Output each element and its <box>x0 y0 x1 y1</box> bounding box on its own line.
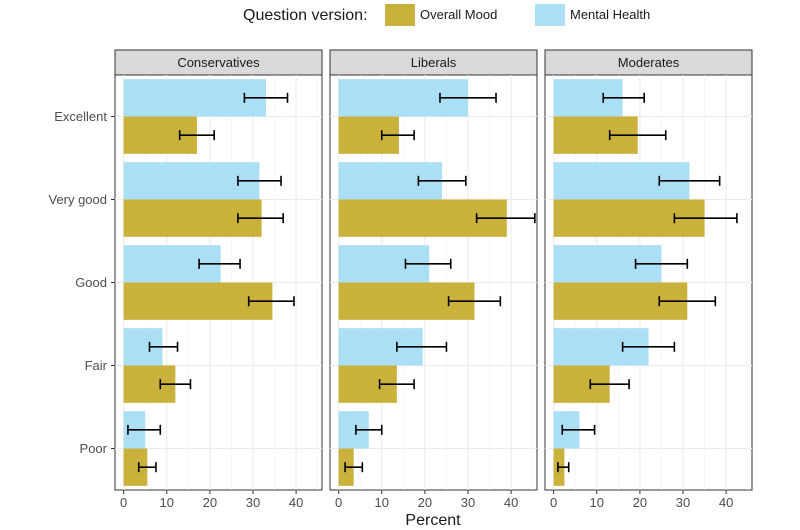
y-axis: Excellent Very good Good Fair Poor <box>48 109 115 456</box>
x-tick-label: 0 <box>120 495 127 510</box>
panel-x-ticks: 0 10 20 30 40 <box>120 490 303 510</box>
legend-swatch-mental-health <box>535 4 565 26</box>
panel-liberals: Liberals 0 10 20 30 40 <box>329 49 538 510</box>
legend-swatch-overall-mood <box>385 4 415 26</box>
legend-label-overall-mood: Overall Mood <box>420 7 497 22</box>
x-tick-label: 20 <box>633 495 647 510</box>
y-tick-label: Poor <box>80 441 108 456</box>
x-tick-label: 10 <box>375 495 389 510</box>
panel-strip <box>329 49 538 76</box>
panel-bars <box>123 79 295 486</box>
x-tick-label: 10 <box>160 495 174 510</box>
x-tick-label: 0 <box>335 495 342 510</box>
y-tick-label: Good <box>75 275 107 290</box>
legend: Question version: Overall Mood Mental He… <box>243 4 650 26</box>
x-tick-label: 40 <box>289 495 303 510</box>
x-tick-label: 40 <box>719 495 733 510</box>
panel-conservatives: Conservatives 0 10 20 30 40 <box>114 49 323 510</box>
x-tick-label: 30 <box>246 495 260 510</box>
y-tick-label: Excellent <box>54 109 107 124</box>
x-tick-label: 40 <box>504 495 518 510</box>
x-tick-label: 30 <box>461 495 475 510</box>
x-axis-title: Percent <box>405 512 461 529</box>
x-tick-label: 20 <box>418 495 432 510</box>
legend-label-mental-health: Mental Health <box>570 7 650 22</box>
y-tick-label: Very good <box>48 192 107 207</box>
panel-bars <box>338 79 536 486</box>
panel-moderates: Moderates 0 10 20 30 40 <box>544 49 753 510</box>
legend-title: Question version: <box>243 7 368 24</box>
panel-strip <box>114 49 323 76</box>
bar <box>123 282 273 320</box>
x-tick-label: 0 <box>550 495 557 510</box>
y-tick-label: Fair <box>85 358 108 373</box>
panel-title: Conservatives <box>177 55 260 70</box>
x-tick-label: 30 <box>676 495 690 510</box>
bar <box>123 162 260 200</box>
panel-bars <box>553 79 738 486</box>
panel-title: Moderates <box>618 55 680 70</box>
panel-x-ticks: 0 10 20 30 40 <box>335 490 518 510</box>
x-tick-label: 20 <box>203 495 217 510</box>
panel-x-ticks: 0 10 20 30 40 <box>550 490 733 510</box>
x-tick-label: 10 <box>590 495 604 510</box>
bar <box>123 79 266 117</box>
panel-title: Liberals <box>411 55 457 70</box>
bar <box>123 448 148 486</box>
